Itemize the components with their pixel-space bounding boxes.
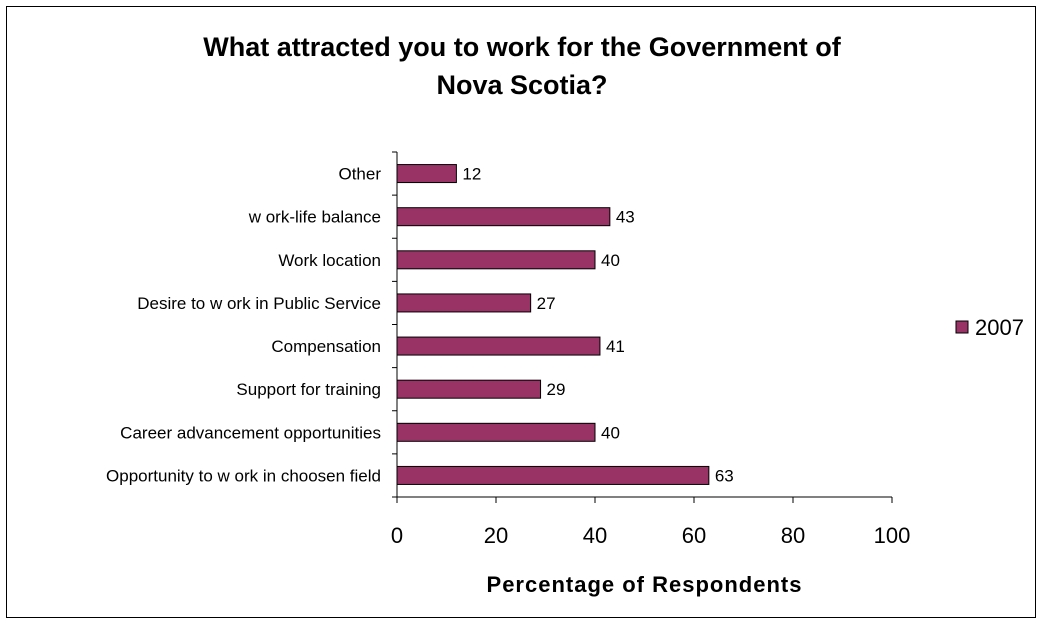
- x-tick-label-0: 0: [391, 523, 403, 548]
- legend: 2007: [955, 315, 1024, 340]
- x-tick-label-1: 20: [484, 523, 508, 548]
- legend-label-2007: 2007: [975, 315, 1024, 340]
- legend-swatch-2007: [955, 320, 969, 334]
- category-label-6: w ork-life balance: [248, 208, 381, 227]
- x-tick-label-5: 100: [874, 523, 911, 548]
- category-label-7: Other: [338, 165, 381, 184]
- bars-layer: 63 40 29 41 27 40 43 12: [396, 164, 734, 485]
- data-label-0: 63: [715, 466, 734, 485]
- data-label-4: 27: [537, 294, 556, 313]
- category-label-4: Desire to w ork in Public Service: [137, 294, 381, 313]
- category-label-3: Compensation: [271, 337, 381, 356]
- category-label-0: Opportunity to w ork in choosen field: [106, 466, 381, 485]
- chart-title: What attracted you to work for the Gover…: [0, 28, 1044, 104]
- axes-layer: Opportunity to w ork in choosen field Car…: [106, 151, 911, 548]
- bar-4: [396, 293, 532, 313]
- bar-7: [396, 164, 457, 184]
- data-label-3: 41: [606, 337, 625, 356]
- bar-6: [396, 207, 611, 227]
- x-axis-title: Percentage of Respondents: [487, 572, 803, 597]
- bar-0: [396, 465, 710, 485]
- x-tick-label-2: 40: [583, 523, 607, 548]
- bar-1: [396, 422, 596, 442]
- data-label-2: 29: [547, 380, 566, 399]
- category-label-2: Support for training: [236, 380, 381, 399]
- x-tick-label-4: 80: [781, 523, 805, 548]
- bar-3: [396, 336, 601, 356]
- bar-5: [396, 250, 596, 270]
- category-label-1: Career advancement opportunities: [120, 423, 381, 442]
- data-label-1: 40: [601, 423, 620, 442]
- data-label-7: 12: [462, 165, 481, 184]
- bar-2: [396, 379, 542, 399]
- category-label-5: Work location: [278, 251, 381, 270]
- x-tick-label-3: 60: [682, 523, 706, 548]
- chart-title-line-2: Nova Scotia?: [436, 70, 608, 100]
- chart-title-line-1: What attracted you to work for the Gover…: [203, 32, 841, 62]
- data-label-6: 43: [616, 208, 635, 227]
- data-label-5: 40: [601, 251, 620, 270]
